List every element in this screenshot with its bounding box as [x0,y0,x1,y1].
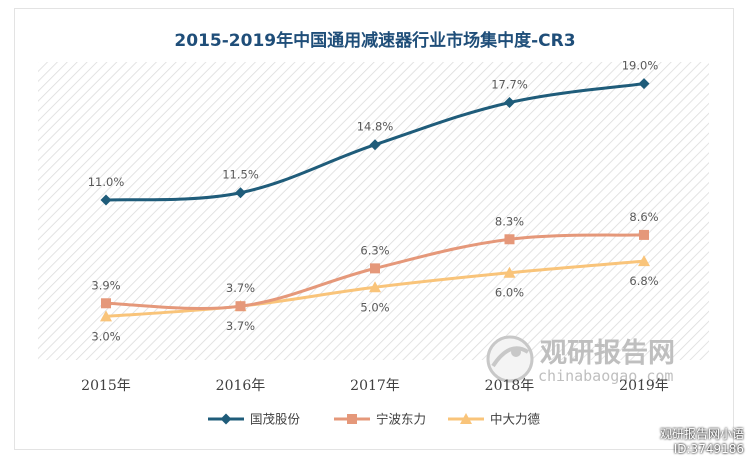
data-point [638,78,650,90]
data-label: 3.0% [91,329,120,343]
watermark-brand: 观研报告网 [540,338,675,369]
data-point [638,255,650,267]
corner-tag-line2: ID:3749186 [673,442,744,456]
x-tick-label: 2016年 [216,378,266,394]
data-label: 6.3% [360,243,389,257]
data-point [370,263,380,274]
data-label: 3.7% [226,281,255,295]
watermark-logo-icon [486,335,534,383]
data-label: 11.0% [88,175,125,189]
data-label: 19.0% [622,59,659,73]
data-label: 6.0% [495,286,524,300]
corner-tag: 观研报告网小语 ID:3749186 [660,427,744,457]
legend: 国茂股份 宁波东力 中大力德 [208,412,541,427]
data-label: 17.7% [491,78,528,92]
data-point [235,187,246,199]
data-point [639,229,649,240]
data-point [100,194,112,206]
watermark-url: chinabaogao.com [538,367,673,385]
data-point [101,298,111,309]
x-tick-label: 2018年 [485,378,535,394]
data-point [504,234,515,245]
data-point [100,310,112,322]
data-point [504,97,515,109]
data-point [369,139,381,151]
legend-marker [220,413,232,425]
legend-label: 中大力德 [490,412,541,427]
chart-title: 2015-2019年中国通用减速器行业市场集中度-CR3 [174,30,575,51]
series-markers [100,78,650,322]
watermark: 观研报告网 chinabaogao.com [486,335,675,385]
data-label: 11.5% [222,168,259,182]
x-tick-label: 2019年 [619,378,669,394]
data-point [369,281,381,293]
x-axis-ticks: 2015年 2016年 2017年 2018年 2019年 [81,378,669,394]
data-label: 8.6% [629,210,658,224]
x-tick-label: 2017年 [350,378,400,394]
plot-area [38,62,709,360]
x-tick-label: 2015年 [81,378,131,394]
legend-label: 宁波东力 [376,412,426,427]
data-label: 3.7% [226,319,255,333]
data-label: 8.3% [495,214,524,228]
data-label: 14.8% [357,120,394,134]
data-label: 6.8% [629,274,658,288]
data-label: 5.0% [360,300,389,314]
data-point [235,301,246,312]
data-label: 3.9% [91,278,120,292]
legend-marker [460,413,472,424]
legend-marker [347,414,357,424]
corner-tag-line1: 观研报告网小语 [659,427,744,441]
data-point [503,266,516,278]
legend-label: 国茂股份 [250,412,301,427]
data-labels: 3.0% 3.7% 5.0% 6.0% 6.8% 3.9% 3.7% 6.3% 8.3% 8.6%… [88,59,659,344]
